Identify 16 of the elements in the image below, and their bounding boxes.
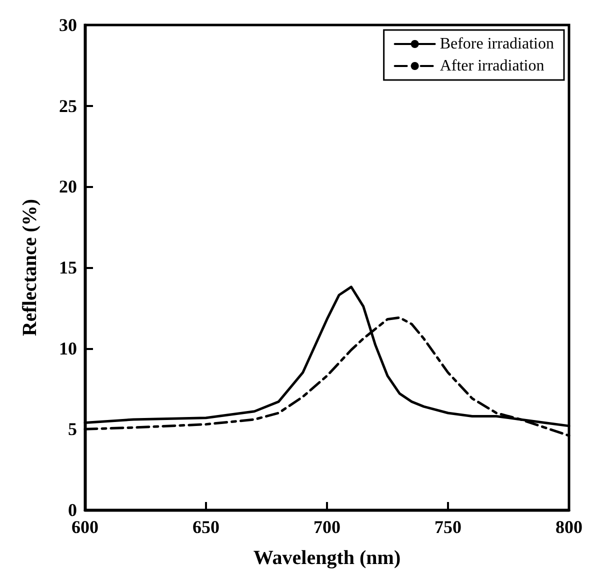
x-tick-label: 700 [314,517,340,537]
y-tick-label: 5 [68,419,77,440]
y-tick-label: 15 [59,258,77,278]
x-tick-label: 650 [192,517,220,537]
y-tick-label: 25 [59,96,77,116]
y-tick-label: 10 [59,338,77,358]
y-tick-label: 0 [68,500,77,520]
legend-label: Before irradiation [440,36,554,52]
y-axis-title: Reflectance (%) [19,198,41,336]
x-axis-title: Wavelength (nm) [253,547,401,569]
y-tick-label: 30 [59,15,77,35]
x-tick-label: 600 [72,517,98,537]
legend-label: After irradiation [440,58,544,74]
x-tick-label: 800 [556,517,582,537]
x-tick-label: 750 [434,517,462,537]
y-tick-label: 20 [59,176,77,197]
